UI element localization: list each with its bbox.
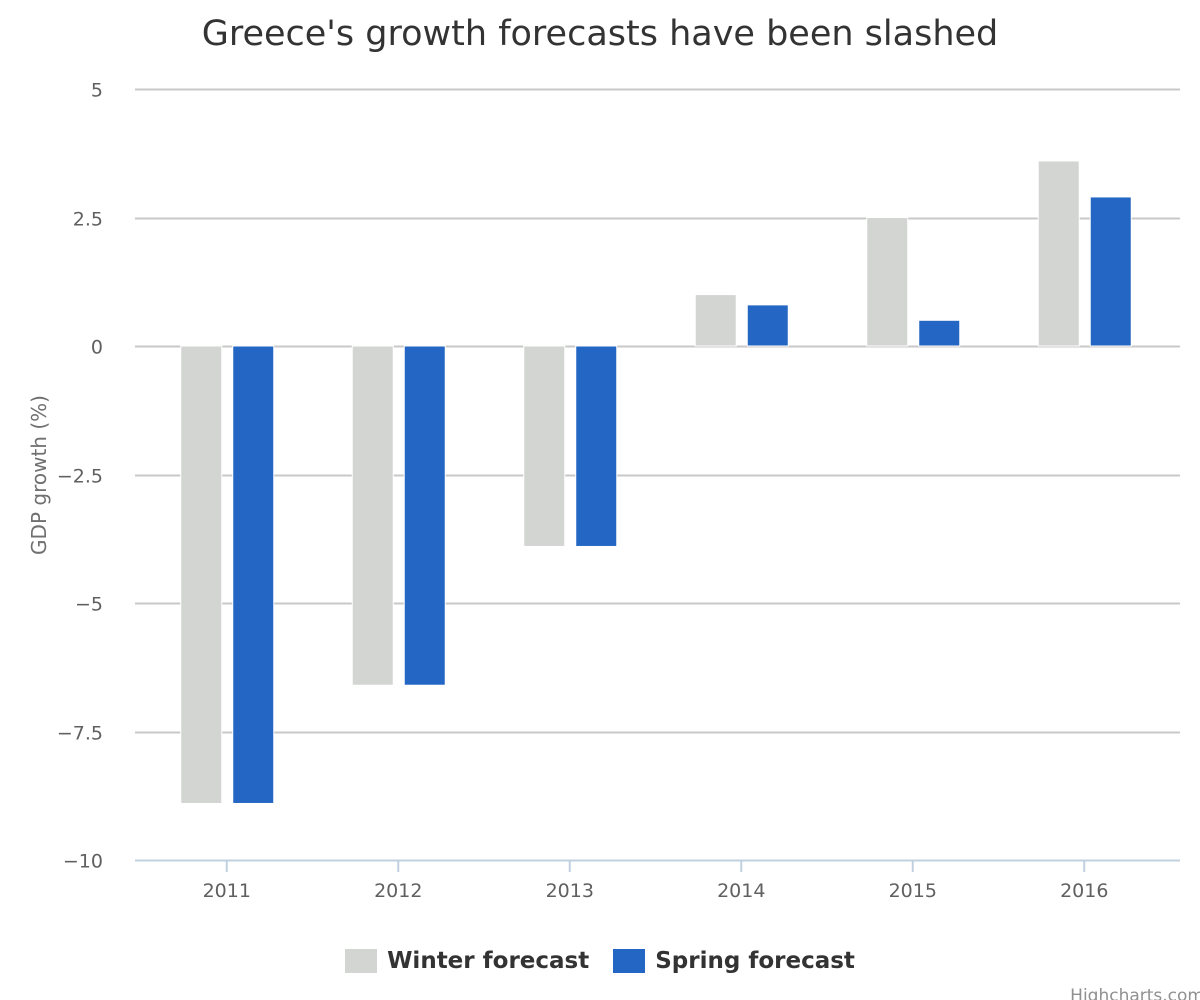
legend: Winter forecast Spring forecast (0, 948, 1200, 974)
bar-spring-forecast[interactable] (232, 345, 275, 804)
credit-link[interactable]: Highcharts.com (1070, 986, 1200, 1000)
bar-spring-forecast[interactable] (746, 304, 789, 347)
y-tick-label: −7.5 (57, 723, 103, 745)
legend-item[interactable]: Winter forecast (345, 948, 589, 974)
y-tick-label: −2.5 (57, 466, 103, 488)
bar-winter-forecast[interactable] (523, 345, 566, 547)
x-tick-label: 2016 (1060, 880, 1108, 902)
bar-spring-forecast[interactable] (403, 345, 446, 686)
y-axis-label: GDP growth (%) (27, 395, 51, 555)
y-tick-label: 2.5 (73, 209, 103, 231)
y-tick-label: −10 (63, 851, 103, 873)
bar-spring-forecast[interactable] (1089, 196, 1132, 347)
y-tick-label: −5 (75, 594, 103, 616)
legend-label: Winter forecast (387, 948, 590, 974)
bar-winter-forecast[interactable] (1037, 160, 1080, 347)
x-tick-label: 2015 (889, 880, 937, 902)
x-tick-label: 2013 (546, 880, 594, 902)
legend-label: Spring forecast (655, 948, 855, 974)
bar-winter-forecast[interactable] (351, 345, 394, 686)
legend-item[interactable]: Spring forecast (613, 948, 855, 974)
x-tick-label: 2012 (374, 880, 422, 902)
bar-winter-forecast[interactable] (180, 345, 223, 804)
bar-winter-forecast[interactable] (866, 217, 909, 347)
y-tick-label: 0 (91, 337, 103, 359)
bar-winter-forecast[interactable] (694, 294, 737, 347)
chart-title: Greece's growth forecasts have been slas… (201, 14, 999, 54)
bar-spring-forecast[interactable] (918, 319, 961, 347)
x-tick-label: 2014 (717, 880, 765, 902)
x-tick-label: 2011 (203, 880, 251, 902)
legend-swatch (345, 949, 378, 973)
legend-swatch (613, 949, 646, 973)
bar-spring-forecast[interactable] (575, 345, 618, 547)
y-tick-label: 5 (91, 80, 103, 102)
